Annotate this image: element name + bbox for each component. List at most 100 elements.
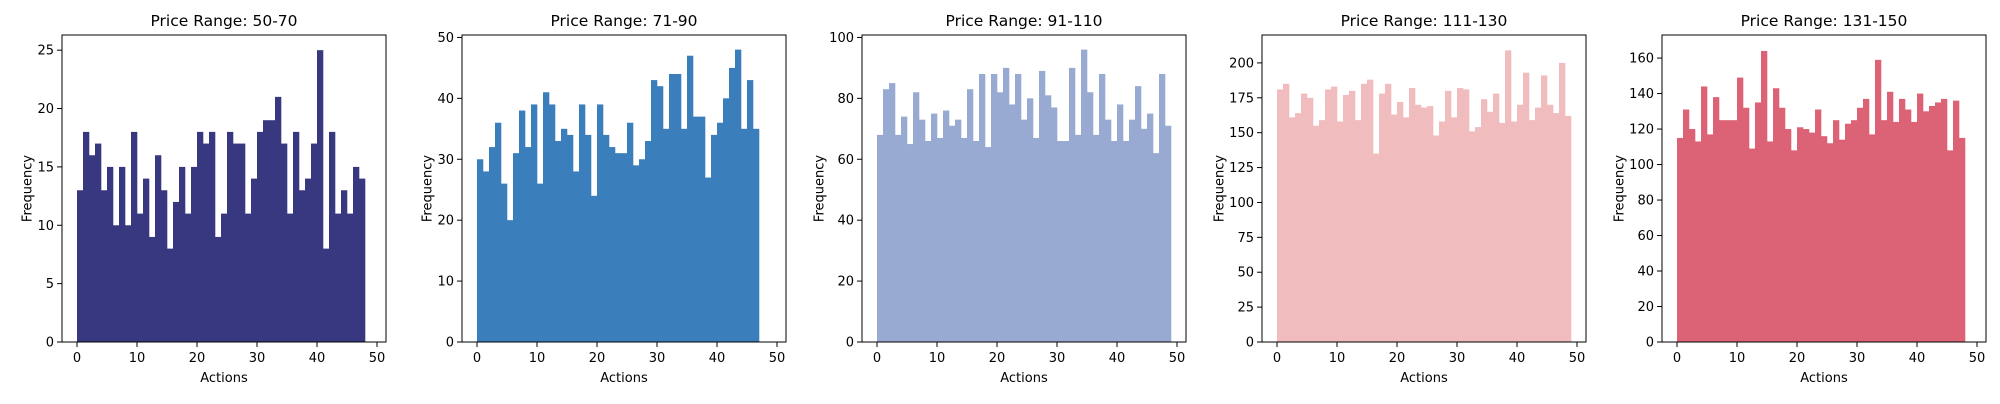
x-tick-label: 50	[1969, 351, 1986, 366]
bar	[1469, 131, 1476, 342]
bar	[1057, 140, 1064, 342]
y-tick-label: 20	[1637, 300, 1654, 315]
axes-frame	[1661, 34, 1987, 343]
bar	[1905, 109, 1912, 342]
bar	[1929, 105, 1936, 342]
bar	[131, 131, 138, 342]
bar	[1099, 73, 1106, 342]
x-tick-label: 10	[529, 351, 546, 366]
bar	[1475, 127, 1482, 342]
bar	[949, 125, 956, 342]
bar	[1409, 88, 1416, 342]
bar	[1295, 113, 1302, 343]
bar	[907, 144, 914, 342]
bar	[1331, 86, 1338, 342]
bar	[1015, 73, 1022, 342]
bar	[1725, 120, 1732, 343]
bar	[627, 122, 634, 343]
bar	[723, 98, 730, 342]
bar	[1301, 93, 1308, 342]
bar	[149, 236, 156, 342]
bar	[1875, 59, 1882, 343]
bar	[1421, 107, 1428, 342]
bar	[299, 190, 306, 342]
bar	[1737, 77, 1744, 342]
bar	[1565, 115, 1572, 342]
bar	[919, 119, 926, 342]
y-tick-label: 100	[1629, 158, 1654, 173]
y-tick-label: 200	[1229, 56, 1254, 71]
bar	[717, 122, 724, 343]
bar	[1511, 121, 1518, 343]
y-tick-label: 5	[46, 277, 54, 292]
bar	[925, 140, 932, 342]
bar	[1523, 72, 1530, 343]
bar	[1081, 49, 1088, 343]
bar	[1851, 120, 1858, 343]
bar	[913, 92, 920, 342]
bar	[329, 131, 336, 342]
y-tick-label: 20	[437, 214, 454, 229]
bar	[675, 73, 682, 342]
y-tick-label: 0	[446, 336, 454, 351]
bar	[1953, 100, 1960, 342]
axes-frame	[1261, 34, 1587, 343]
bar	[609, 147, 616, 342]
bar	[753, 128, 760, 342]
y-tick-label: 40	[1637, 265, 1654, 280]
bar	[1379, 93, 1386, 342]
y-tick-label: 100	[1229, 196, 1254, 211]
bar	[729, 67, 736, 342]
bar	[687, 55, 694, 343]
y-tick-label: 160	[1629, 52, 1654, 67]
bar	[257, 131, 264, 342]
bar	[221, 213, 228, 342]
bar	[1307, 97, 1314, 342]
bar	[877, 134, 884, 342]
bar	[1899, 98, 1906, 342]
x-tick-label: 30	[1849, 351, 1866, 366]
bar	[1445, 90, 1452, 342]
bar	[483, 171, 490, 342]
y-tick-label: 25	[37, 44, 54, 59]
x-axis-label: Actions	[200, 371, 248, 386]
x-tick-label: 30	[1449, 351, 1466, 366]
bar	[269, 120, 276, 343]
bar	[1809, 132, 1816, 342]
bar	[1785, 129, 1792, 342]
x-tick-label: 0	[73, 351, 81, 366]
y-tick-label: 20	[837, 275, 854, 290]
y-tick-label: 140	[1629, 87, 1654, 102]
bar	[1803, 129, 1810, 342]
chart-title: Price Range: 111-130	[1341, 12, 1508, 30]
bar	[1553, 113, 1560, 343]
bar	[335, 213, 342, 342]
bar	[651, 80, 658, 342]
chart-title: Price Range: 91-110	[946, 12, 1103, 30]
bar	[317, 50, 324, 343]
bar	[1947, 150, 1954, 342]
chart-panel-1: 0 10 20 30 40 50 0 5 10 15 20 25 Price Range: 50-70 A…	[21, 12, 387, 386]
x-tick-label: 0	[873, 351, 881, 366]
bar	[591, 195, 598, 342]
y-tick-label: 125	[1229, 161, 1254, 176]
bar	[1439, 121, 1446, 343]
bar	[555, 140, 562, 342]
bar	[1857, 107, 1864, 342]
bar	[1391, 114, 1398, 342]
bar	[1773, 88, 1780, 343]
bar	[1493, 93, 1500, 342]
bar	[1731, 120, 1738, 343]
y-tick-label: 30	[437, 153, 454, 168]
bar	[967, 89, 974, 343]
x-axis-label: Actions	[1800, 371, 1848, 386]
bar	[561, 128, 568, 342]
bar	[119, 166, 126, 342]
bar	[1743, 107, 1750, 342]
bar	[359, 178, 366, 342]
y-tick-label: 25	[1237, 301, 1254, 316]
x-tick-label: 50	[369, 351, 386, 366]
bar	[597, 104, 604, 342]
bar	[1337, 121, 1344, 343]
